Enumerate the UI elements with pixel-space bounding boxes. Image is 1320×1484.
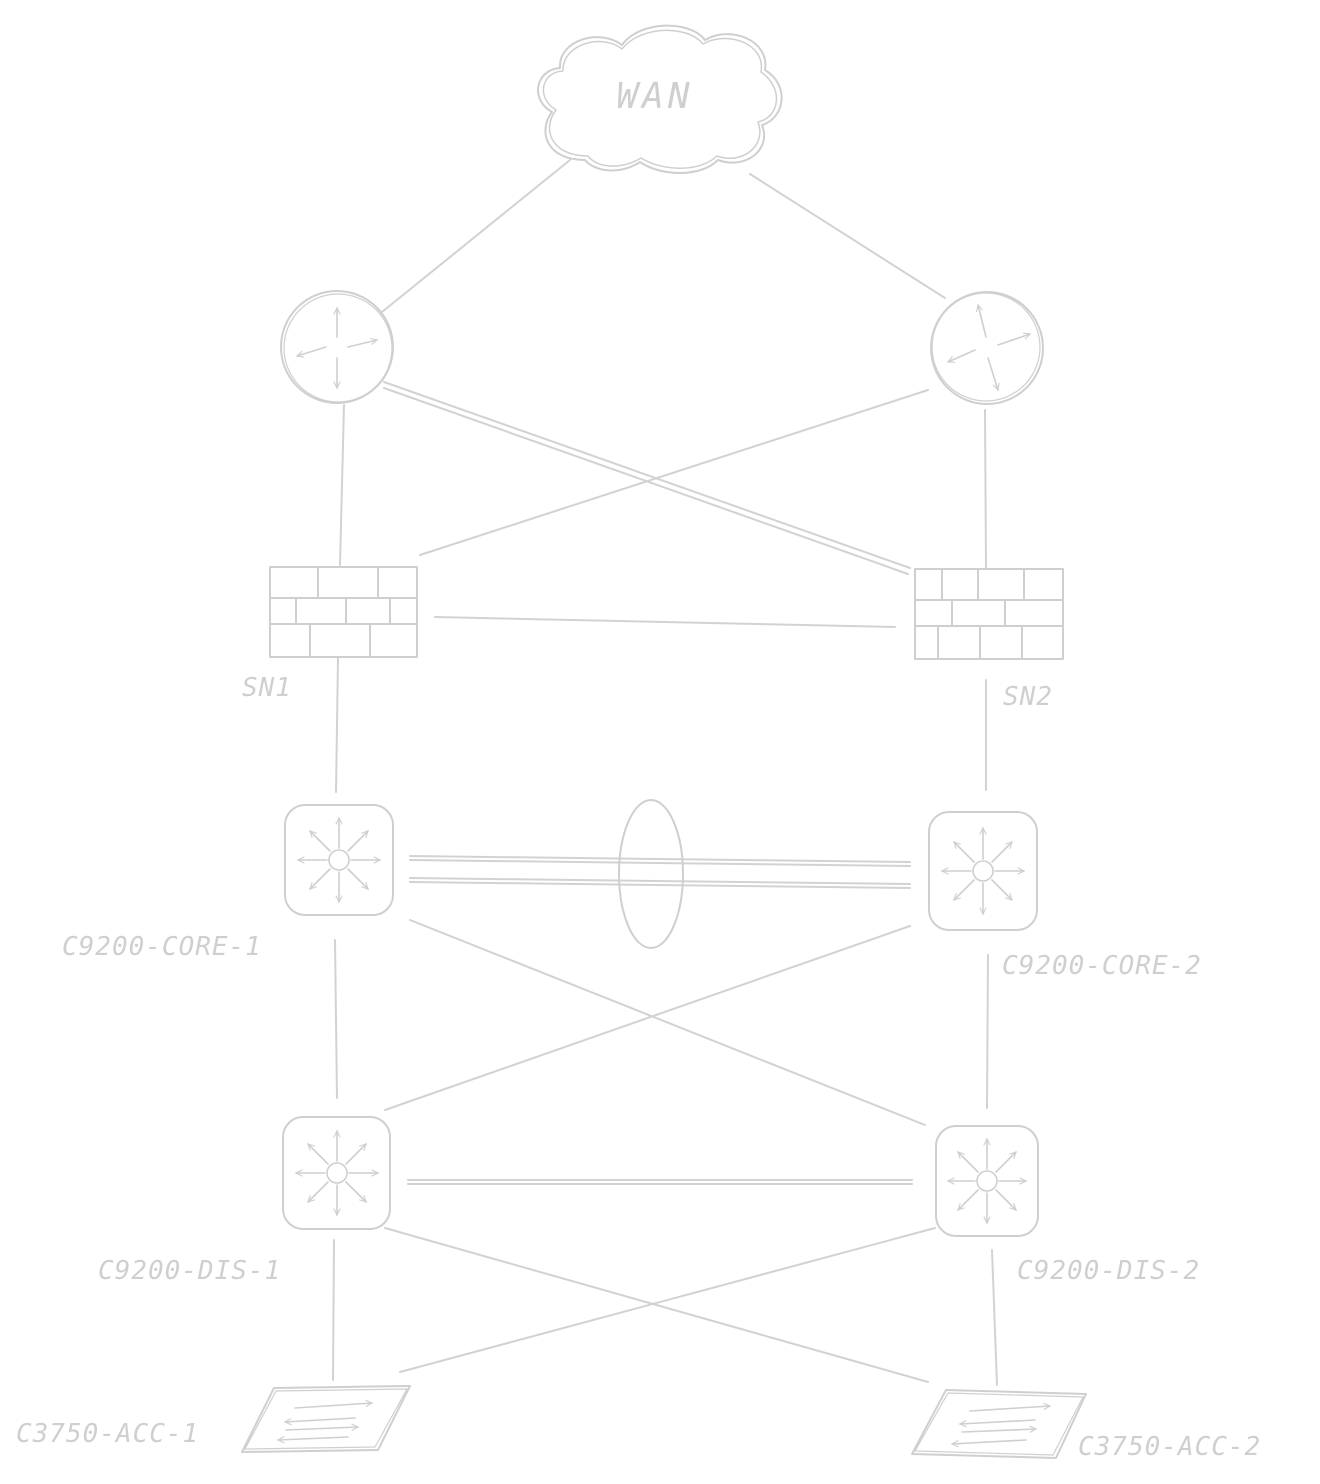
- links: [332, 159, 998, 1386]
- multilayer-switch-arrows-icon: [947, 1138, 1027, 1224]
- acc-2[interactable]: C3750-ACC-2: [911, 1389, 1261, 1462]
- wan-node[interactable]: WAN: [537, 24, 783, 174]
- multilayer-switch-icon: [928, 811, 1038, 931]
- multilayer-switch-arrows-icon: [295, 1130, 379, 1216]
- link-router-2-firewall-2: [984, 409, 987, 569]
- dist-2[interactable]: C9200-DIS-2: [935, 1125, 1200, 1286]
- wan-label: WAN: [616, 76, 693, 117]
- layer2-switch-icon: [911, 1389, 1087, 1459]
- link-router-2-firewall-1: [419, 389, 929, 556]
- core-1-label: C9200-CORE-1: [62, 932, 262, 962]
- link-core-1-core-2-a: [409, 855, 911, 863]
- router-2[interactable]: [930, 291, 1044, 405]
- cloud-icon: [537, 24, 783, 174]
- acc-2-label: C3750-ACC-2: [1078, 1432, 1261, 1462]
- firewall-1[interactable]: SN1: [242, 566, 418, 703]
- router-arrows-icon: [297, 307, 377, 389]
- multilayer-switch-icon: [284, 804, 394, 916]
- link-core-2-dist-1: [384, 925, 911, 1111]
- dist-1[interactable]: C9200-DIS-1: [98, 1116, 391, 1286]
- link-wan-router-1: [381, 159, 571, 313]
- multilayer-switch-icon: [282, 1116, 391, 1230]
- core-2[interactable]: C9200-CORE-2: [928, 811, 1202, 981]
- core-2-label: C9200-CORE-2: [1002, 951, 1202, 981]
- link-firewall-1-firewall-2: [434, 616, 896, 628]
- router-icon: [280, 290, 394, 404]
- multilayer-switch-icon: [935, 1125, 1039, 1237]
- link-dist-1-acc-2: [384, 1227, 929, 1383]
- link-dist-2-acc-2: [991, 1249, 998, 1386]
- dist-2-label: C9200-DIS-2: [1017, 1256, 1200, 1286]
- link-core-1-core-2-b: [409, 877, 911, 885]
- multilayer-switch-arrows-icon: [941, 827, 1025, 915]
- link-wan-router-2: [749, 173, 946, 299]
- core-1[interactable]: C9200-CORE-1: [62, 804, 394, 962]
- router-icon-outline-2: [931, 292, 1041, 402]
- firewall-2-label: SN2: [1003, 682, 1053, 712]
- router-icon-outline-2: [283, 293, 393, 403]
- dist-1-label: C9200-DIS-1: [98, 1256, 281, 1286]
- link-core-1-dist-2: [409, 919, 926, 1126]
- cloud-icon-outline-2: [542, 29, 778, 169]
- router-arrows-icon: [948, 305, 1030, 390]
- acc-1[interactable]: C3750-ACC-1: [16, 1385, 411, 1453]
- firewall-2[interactable]: SN2: [914, 568, 1064, 712]
- firewall-icon: [269, 566, 418, 658]
- multilayer-switch-arrows-icon: [297, 817, 381, 903]
- router-1[interactable]: [280, 290, 394, 404]
- link-dist-1-acc-1: [332, 1239, 335, 1381]
- firewall-1-label: SN1: [242, 673, 292, 703]
- etherchannel-bundle-icon: [618, 799, 684, 949]
- link-router-1-firewall-2: [383, 381, 911, 569]
- link-core-2-dist-2: [986, 954, 989, 1109]
- link-core-1-core-2-a2: [409, 859, 911, 867]
- link-dist-2-acc-1: [399, 1227, 936, 1373]
- link-firewall-1-core-1: [335, 657, 339, 793]
- link-core-1-core-2-b2: [409, 881, 911, 889]
- acc-1-label: C3750-ACC-1: [16, 1419, 199, 1449]
- router-icon: [930, 291, 1044, 405]
- link-router-1-firewall-1: [339, 404, 345, 566]
- link-core-1-dist-1: [334, 939, 338, 1099]
- layer2-switch-icon: [241, 1385, 411, 1453]
- firewall-icon: [914, 568, 1064, 660]
